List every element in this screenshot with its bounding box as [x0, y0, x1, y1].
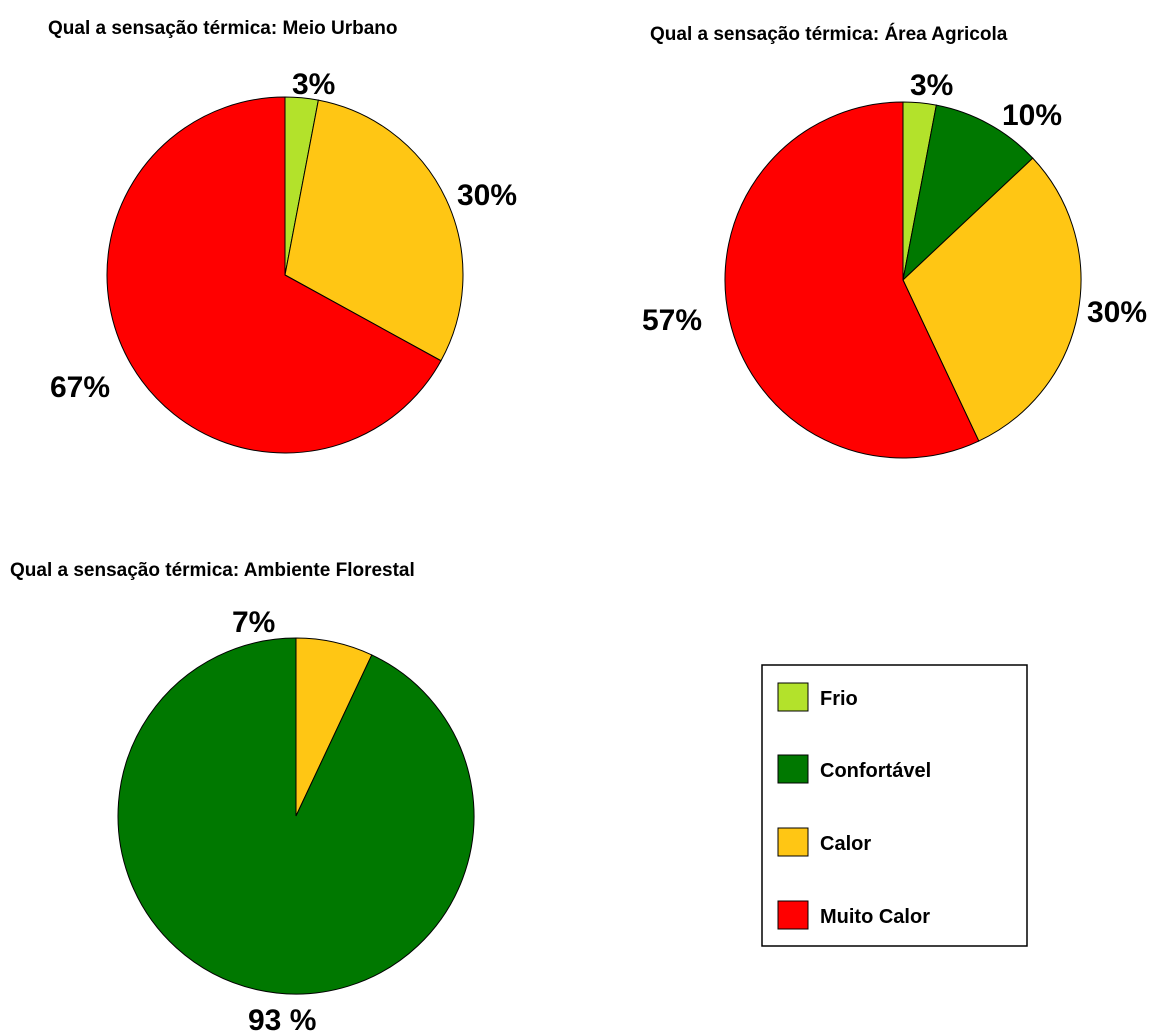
pie-slices — [117, 637, 475, 995]
chart-title: Qual a sensação térmica: Área Agricola — [650, 23, 1008, 45]
pie-slices — [106, 96, 464, 454]
pie-slice-calor — [284, 99, 464, 362]
legend-box — [761, 664, 1028, 947]
slice-label-confortavel: 10% — [1002, 99, 1062, 132]
pie-slice-muito-calor — [724, 101, 980, 459]
legend-swatch-calor — [777, 827, 809, 857]
legend-label-muito-calor: Muito Calor — [820, 906, 930, 928]
slice-label-muito-calor: 57% — [642, 304, 702, 337]
legend: Frio Confortável Calor Muito Calor — [761, 664, 1028, 947]
pie-slice-calor — [902, 157, 1082, 442]
slice-label-calor: 30% — [1087, 296, 1147, 329]
slice-label-calor: 30% — [457, 179, 517, 212]
slice-label-calor: 7% — [232, 606, 275, 639]
legend-swatch-frio — [777, 682, 809, 712]
legend-label-calor: Calor — [820, 833, 871, 855]
legend-item-calor: Calor — [777, 827, 871, 857]
legend-swatch-confortavel — [777, 754, 809, 784]
legend-item-confortavel: Confortável — [777, 754, 931, 784]
slice-label-muito-calor: 67% — [50, 371, 110, 404]
pie-slice-confortavel — [902, 104, 1034, 282]
slice-label-frio: 3% — [292, 68, 335, 101]
chart-title: Qual a sensação térmica: Meio Urbano — [48, 18, 398, 39]
chart-title: Qual a sensação térmica: Ambiente Flores… — [10, 560, 415, 581]
pie-slices — [724, 101, 1082, 459]
pie-slice-muito-calor — [106, 96, 442, 454]
legend-swatch-muito-calor — [777, 900, 809, 930]
legend-label-frio: Frio — [820, 688, 858, 710]
chart-meio-urbano: Qual a sensação térmica: Meio Urbano 3% … — [48, 18, 517, 454]
legend-item-frio: Frio — [777, 682, 858, 712]
legend-label-confortavel: Confortável — [820, 760, 931, 782]
pie-slice-confortavel — [117, 637, 475, 995]
chart-area-agricola: Qual a sensação térmica: Área Agricola 3… — [642, 23, 1147, 459]
slice-label-frio: 3% — [910, 69, 953, 102]
slice-label-confortavel: 93 % — [248, 1004, 316, 1036]
legend-item-muito-calor: Muito Calor — [777, 900, 930, 930]
chart-ambiente-florestal: Qual a sensação térmica: Ambiente Flores… — [10, 560, 475, 1036]
